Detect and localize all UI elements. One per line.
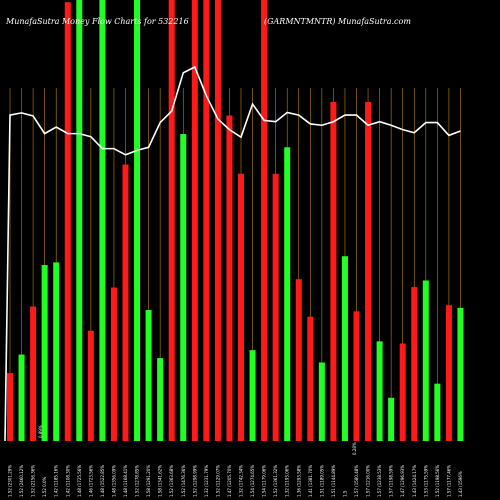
tick-label: 1.51 (1189.05% — [319, 465, 324, 497]
bar — [145, 310, 152, 441]
bar — [445, 305, 452, 441]
tick-label: 1.43 (1596% — [458, 471, 463, 497]
tick-label: 1.48 (1725.56% — [77, 465, 82, 497]
annotation-label: 0.28% — [352, 442, 357, 455]
bar — [411, 287, 418, 441]
tick-label: 1.57 (1177.46% — [446, 465, 451, 497]
bar — [353, 311, 360, 441]
bar — [422, 280, 429, 441]
tick-label: 1.57 (1580.48% — [354, 465, 359, 497]
bar — [99, 0, 106, 441]
tick-label: 1.52 0.0% — [42, 476, 47, 497]
bar — [295, 279, 302, 441]
tick-label: 1.58 (1291.20% — [146, 465, 151, 497]
tick-label: 1.47 (1205.70% — [227, 465, 232, 497]
tick-label: 1.52 (1361.32% — [273, 465, 278, 497]
bar — [30, 306, 37, 441]
tick-label: 1.52 (1363.68% — [169, 465, 174, 497]
tick-label: 1.51 (1144.89% — [331, 465, 336, 497]
tick-label: 1.48 (1356.09% — [111, 465, 116, 497]
tick-label: 1.54 (1274.65% — [250, 465, 255, 497]
tick-label: 1.52 (2301.29% — [8, 465, 13, 497]
tick-label: 1.42 (1185.16% — [54, 465, 59, 497]
chart-title-right: (GARMNTMNTR) MunafaSutra.com — [264, 17, 411, 26]
tick-layer: 1.52 (2301.29% 1.52 (2460.12% 1.52 (2156.3… — [8, 465, 463, 497]
bar — [365, 101, 372, 441]
bar — [330, 101, 337, 441]
bar — [41, 265, 48, 441]
bar — [307, 316, 314, 441]
bar — [87, 330, 94, 441]
bar — [64, 2, 71, 442]
tick-label: 1.47 (1296.93% — [400, 465, 405, 497]
chart-title-left: MunafaSutra Money Flow Charts for 532216 — [5, 17, 189, 26]
tick-label: 1.46 (1723.56% — [88, 465, 93, 497]
tick-label: 1.48 (1522.85% — [100, 465, 105, 497]
tick-label: 1.52 (1278.85% — [135, 465, 140, 497]
tick-label: 1.52 (1129.07% — [215, 465, 220, 497]
bar — [7, 373, 13, 441]
tick-label: 1.32 (1742.34% — [239, 465, 244, 497]
bar — [134, 0, 141, 441]
line-layer — [4, 65, 461, 442]
bar — [434, 383, 441, 441]
tick-label: 1.52 (2156.36% — [31, 465, 36, 497]
bar — [261, 0, 268, 441]
tick-label: 1.52 (1198.56% — [435, 465, 440, 497]
tick-label: 1.57 (1238.53% — [377, 465, 382, 497]
bar-layer — [7, 0, 464, 442]
bar — [214, 0, 221, 441]
tick-label: 1.32 (1231.79% — [204, 465, 209, 497]
tick-label: 1.36 (1293.58% — [296, 465, 301, 497]
bar — [272, 173, 279, 441]
tick-label: 1.48 (1168.41% — [123, 465, 128, 497]
bar — [376, 341, 383, 441]
tick-label: 1.52 (1298.99% — [192, 465, 197, 497]
bar — [341, 256, 348, 441]
annotation-label: 0.89% — [38, 425, 43, 438]
tick-label: 1.43 (1424.17% — [412, 465, 417, 497]
tick-label: 1.41 (1381.70% — [308, 465, 313, 497]
tick-label: 1.57 (1216.00% — [366, 465, 371, 497]
bar — [53, 262, 60, 441]
tick-label: 1.42 (1108.30% — [65, 465, 70, 497]
series-line — [4, 65, 461, 442]
bar — [284, 147, 291, 441]
tick-label: 1.5 — [342, 490, 347, 497]
bar — [110, 287, 117, 441]
bar — [157, 358, 164, 441]
bar — [318, 362, 325, 441]
annotation-layer: 0.89% 0.28% — [38, 425, 357, 455]
bar — [180, 134, 187, 441]
bar — [249, 350, 256, 441]
bar — [226, 115, 233, 442]
bar — [238, 173, 244, 441]
tick-label: 1.52 (2460.12% — [19, 465, 24, 497]
tick-label: 1.52 (1476.36% — [181, 465, 186, 497]
tick-label: 1.32 (1193.06% — [285, 465, 290, 497]
bar — [203, 0, 210, 441]
bar — [76, 0, 83, 441]
bar — [399, 343, 406, 441]
bar — [18, 354, 25, 441]
tick-label: 1.57 (1198.59% — [389, 465, 394, 497]
tick-label: 1.54 (1179.06% — [262, 465, 267, 497]
tick-label: 1.58 (1341.62% — [158, 465, 163, 497]
bar — [457, 307, 464, 441]
bar — [388, 397, 395, 441]
bar — [191, 0, 198, 441]
tick-label: 1.53 (1175.59% — [423, 465, 428, 497]
bar — [122, 164, 129, 442]
bar — [168, 0, 175, 441]
